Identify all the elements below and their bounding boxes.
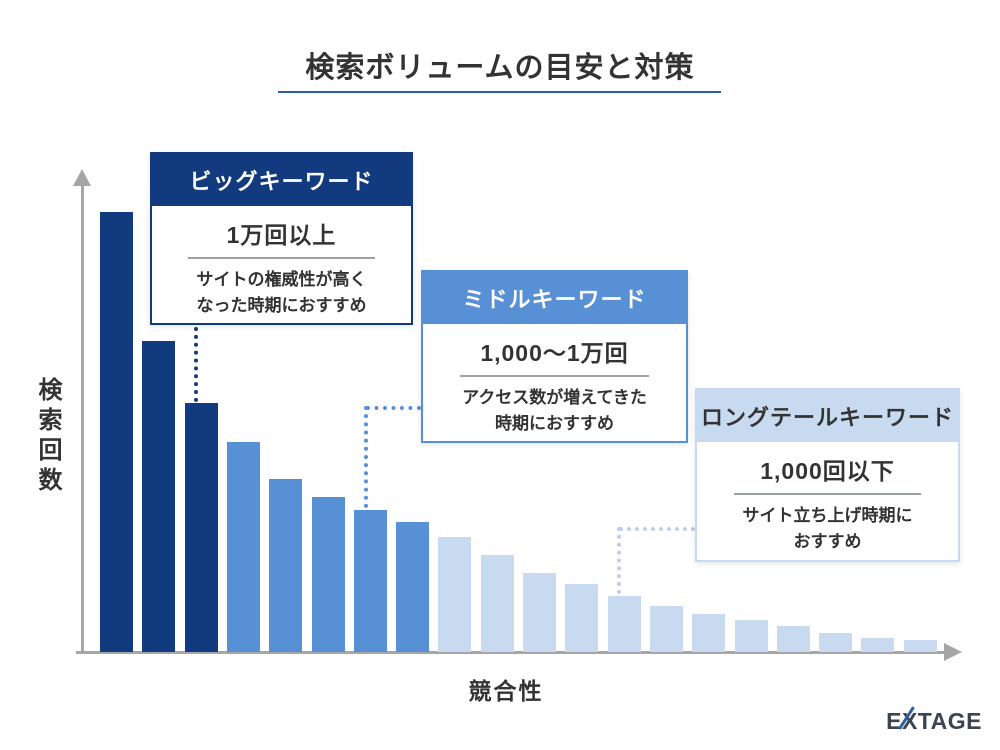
callout-middle-value: 1,000〜1万回 xyxy=(480,340,629,366)
x-axis-arrow-icon xyxy=(944,643,962,661)
bar-18 xyxy=(819,633,853,652)
callout-middle-divider xyxy=(459,375,650,377)
callout-longtail-divider xyxy=(733,493,922,495)
connector-middle-vertical xyxy=(364,406,368,508)
callout-middle-description: アクセス数が増えてきた 時期におすすめ xyxy=(462,387,647,433)
bar-1 xyxy=(100,212,133,652)
callout-longtail-body: 1,000回以下 サイト立ち上げ時期に おすすめ xyxy=(697,442,958,555)
callout-big-divider xyxy=(188,257,375,259)
callout-longtail-keyword: ロングテールキーワード 1,000回以下 サイト立ち上げ時期に おすすめ xyxy=(695,388,960,562)
bar-5 xyxy=(269,479,303,652)
callout-middle-body: 1,000〜1万回 アクセス数が増えてきた 時期におすすめ xyxy=(423,324,686,437)
callout-big-value: 1万回以上 xyxy=(226,222,337,248)
bar-8 xyxy=(396,522,430,652)
bar-2 xyxy=(142,341,176,652)
connector-longtail-horizontal xyxy=(619,527,695,531)
callout-longtail-heading: ロングテールキーワード xyxy=(697,390,958,442)
x-axis-line xyxy=(76,651,945,654)
bar-20 xyxy=(903,640,937,652)
bar-16 xyxy=(734,620,768,652)
title-underline xyxy=(278,91,721,93)
connector-longtail-vertical xyxy=(617,527,621,594)
bar-12 xyxy=(565,584,599,652)
bar-9 xyxy=(438,537,472,652)
y-axis-arrow-icon xyxy=(73,169,91,186)
callout-big-description: サイトの権威性が高く なった時期におすすめ xyxy=(196,269,367,315)
bar-14 xyxy=(649,606,683,652)
bar-7 xyxy=(353,510,387,652)
callout-big-keyword: ビッグキーワード 1万回以上 サイトの権威性が高く なった時期におすすめ xyxy=(150,152,413,325)
connector-big-vertical xyxy=(194,327,198,402)
bar-11 xyxy=(523,573,556,652)
y-axis-line xyxy=(81,183,84,653)
bar-4 xyxy=(226,442,260,652)
callout-big-body: 1万回以上 サイトの権威性が高く なった時期におすすめ xyxy=(152,206,411,319)
bar-15 xyxy=(692,614,726,652)
callout-middle-heading: ミドルキーワード xyxy=(423,272,686,324)
callout-longtail-value: 1,000回以下 xyxy=(760,458,895,484)
bar-19 xyxy=(861,638,895,652)
bar-13 xyxy=(607,596,641,652)
page-title: 検索ボリュームの目安と対策 xyxy=(305,52,695,84)
callout-big-heading: ビッグキーワード xyxy=(152,154,411,206)
bar-6 xyxy=(311,497,345,652)
y-axis-label: 検索回数 xyxy=(34,377,61,497)
x-axis-label: 競合性 xyxy=(468,678,544,704)
extage-logo: EXTAGE xyxy=(886,706,982,735)
callout-longtail-description: サイト立ち上げ時期に おすすめ xyxy=(742,505,913,551)
bar-10 xyxy=(480,555,514,652)
bar-17 xyxy=(776,626,810,652)
connector-middle-horizontal xyxy=(366,406,421,410)
bar-3 xyxy=(184,403,218,652)
callout-middle-keyword: ミドルキーワード 1,000〜1万回 アクセス数が増えてきた 時期におすすめ xyxy=(421,270,688,443)
extage-logo-text: EXTAGE xyxy=(886,708,982,734)
